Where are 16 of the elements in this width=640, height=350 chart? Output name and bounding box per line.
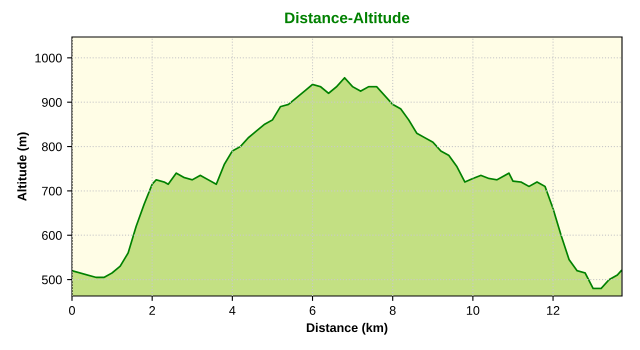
x-axis-title: Distance (km) (306, 322, 388, 335)
chart-title: Distance-Altitude (285, 12, 410, 24)
y-tick-label: 600 (42, 231, 62, 240)
x-tick-label: 10 (466, 306, 480, 315)
y-tick-label: 900 (42, 98, 62, 107)
x-tick-label: 4 (229, 306, 236, 315)
y-tick-label: 800 (42, 142, 62, 152)
x-tick-label: 6 (310, 306, 316, 315)
y-tick-label: 1000 (35, 54, 62, 62)
x-tick-label: 8 (390, 306, 396, 315)
x-tick-label: 12 (547, 306, 560, 315)
x-tick-label: 0 (69, 306, 75, 315)
y-axis-title: Altitude (m) (17, 132, 29, 201)
y-tick-label: 700 (42, 186, 62, 196)
y-tick-label: 500 (42, 275, 62, 284)
x-tick-label: 2 (149, 306, 156, 315)
